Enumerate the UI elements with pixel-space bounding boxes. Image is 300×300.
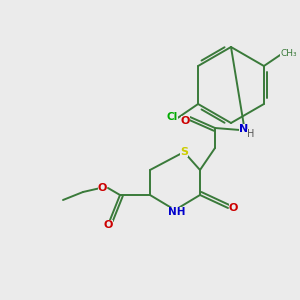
Text: N: N — [239, 124, 248, 134]
Text: O: O — [181, 116, 190, 126]
Text: CH₃: CH₃ — [280, 49, 297, 58]
Text: S: S — [180, 147, 188, 157]
Text: NH: NH — [168, 207, 185, 218]
Text: O: O — [104, 220, 113, 230]
Text: H: H — [247, 129, 254, 139]
Text: O: O — [229, 203, 238, 213]
Text: O: O — [98, 183, 107, 193]
Text: Cl: Cl — [167, 112, 178, 122]
